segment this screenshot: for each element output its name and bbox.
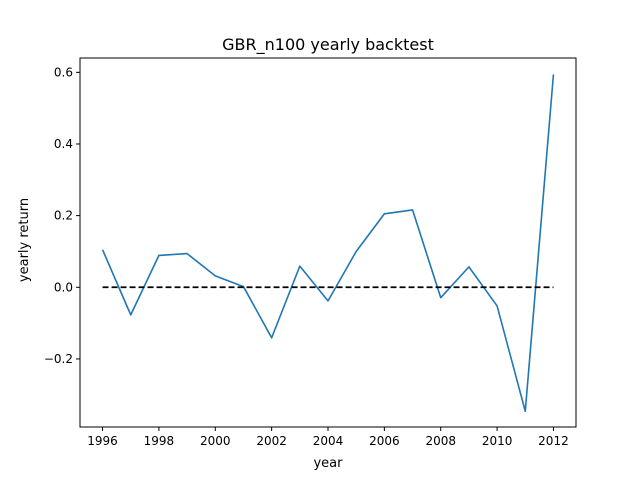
x-tick-label: 2002 bbox=[256, 434, 287, 448]
yearly-return-line bbox=[101, 74, 555, 413]
chart-title: GBR_n100 yearly backtest bbox=[222, 35, 434, 55]
plot-frame bbox=[79, 57, 577, 428]
x-tick-label: 2010 bbox=[482, 434, 513, 448]
x-tick-label: 1996 bbox=[87, 434, 118, 448]
y-tick-label: 0.4 bbox=[54, 137, 73, 151]
y-tick-label: 0.6 bbox=[54, 65, 73, 79]
x-tick-label: 2000 bbox=[200, 434, 231, 448]
x-tick-label: 2004 bbox=[313, 434, 344, 448]
y-tick-label: 0.0 bbox=[54, 280, 73, 294]
x-tick-label: 1998 bbox=[144, 434, 175, 448]
x-tick-label: 2008 bbox=[425, 434, 456, 448]
y-tick-label: −0.2 bbox=[44, 352, 73, 366]
x-tick-label: 2006 bbox=[369, 434, 400, 448]
y-tick-label: 0.2 bbox=[54, 209, 73, 223]
x-axis-label: year bbox=[313, 456, 343, 471]
y-axis-label: yearly return bbox=[17, 198, 32, 282]
axes: 1996 1998 2000 2002 2004 2006 2008 2010 2012 −0.2… bbox=[44, 57, 577, 448]
plot-marks bbox=[101, 74, 555, 413]
x-tick-label: 2012 bbox=[538, 434, 569, 448]
